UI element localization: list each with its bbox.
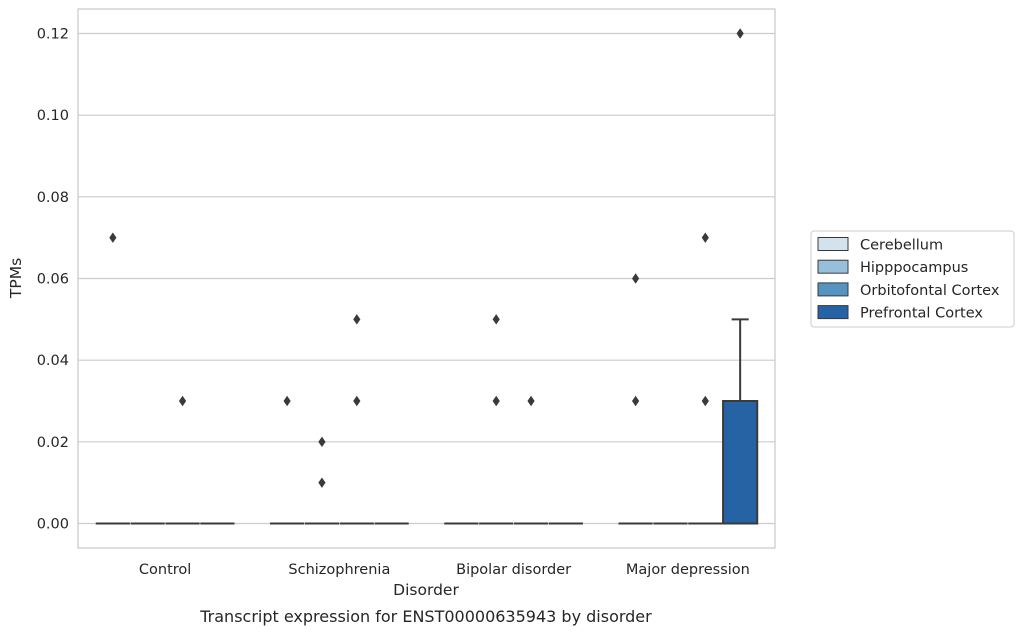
outlier-point (492, 395, 500, 407)
x-tick-labels: Control Schizophrenia Bipolar disorder Majo… (139, 562, 750, 578)
outlier-point (527, 395, 535, 407)
legend-label: Orbitofontal Cortex (860, 283, 1000, 299)
y-tick-label: 0.02 (37, 435, 69, 451)
chart-caption: Transcript expression for ENST0000063594… (199, 607, 652, 626)
legend-swatch (817, 259, 849, 274)
outlier-point (736, 28, 744, 39)
outlier-point (318, 477, 326, 488)
legend-swatch (817, 282, 849, 297)
outlier-point (178, 395, 187, 407)
outlier-point (632, 273, 640, 284)
legend-swatch (817, 305, 849, 320)
grid-lines (78, 32, 775, 525)
x-tick-label: Major depression (626, 562, 750, 578)
outlier-point (353, 395, 361, 407)
box-body (722, 400, 759, 525)
y-tick-label: 0.00 (37, 517, 69, 533)
legend-label: Hipppocampus (860, 260, 968, 276)
outlier-point (492, 314, 500, 325)
outlier-point (353, 314, 361, 325)
y-tick-label: 0.04 (37, 353, 69, 369)
outlier-point (632, 395, 640, 407)
x-tick-label: Bipolar disorder (456, 562, 571, 578)
y-tick-label: 0.10 (37, 108, 69, 124)
legend: Cerebellum Hipppocampus Orbitofontal Corte… (810, 230, 1015, 328)
legend-frame (810, 230, 1015, 328)
x-axis-label: Disorder (393, 581, 459, 599)
boxes (95, 318, 759, 525)
y-tick-label: 0.08 (37, 190, 69, 206)
legend-label: Cerebellum (860, 238, 943, 254)
outlier-point (701, 232, 709, 243)
plot-area-frame (77, 8, 776, 549)
box-prefrontal-cortex (722, 318, 759, 525)
x-tick-label: Control (139, 562, 191, 578)
y-tick-label: 0.06 (37, 272, 69, 288)
outlier-point (109, 232, 117, 243)
y-tick-labels: 0.00 0.02 0.04 0.06 0.08 0.10 0.12 (37, 27, 69, 533)
legend-swatch (817, 237, 849, 251)
y-axis-label: TPMs (7, 258, 25, 299)
y-tick-label: 0.12 (37, 27, 69, 43)
outlier-point (283, 395, 291, 407)
outlier-points (109, 28, 744, 488)
outlier-point (318, 436, 326, 448)
x-tick-label: Schizophrenia (288, 562, 390, 578)
legend-label: Prefrontal Cortex (860, 306, 983, 322)
outlier-point (701, 395, 709, 407)
